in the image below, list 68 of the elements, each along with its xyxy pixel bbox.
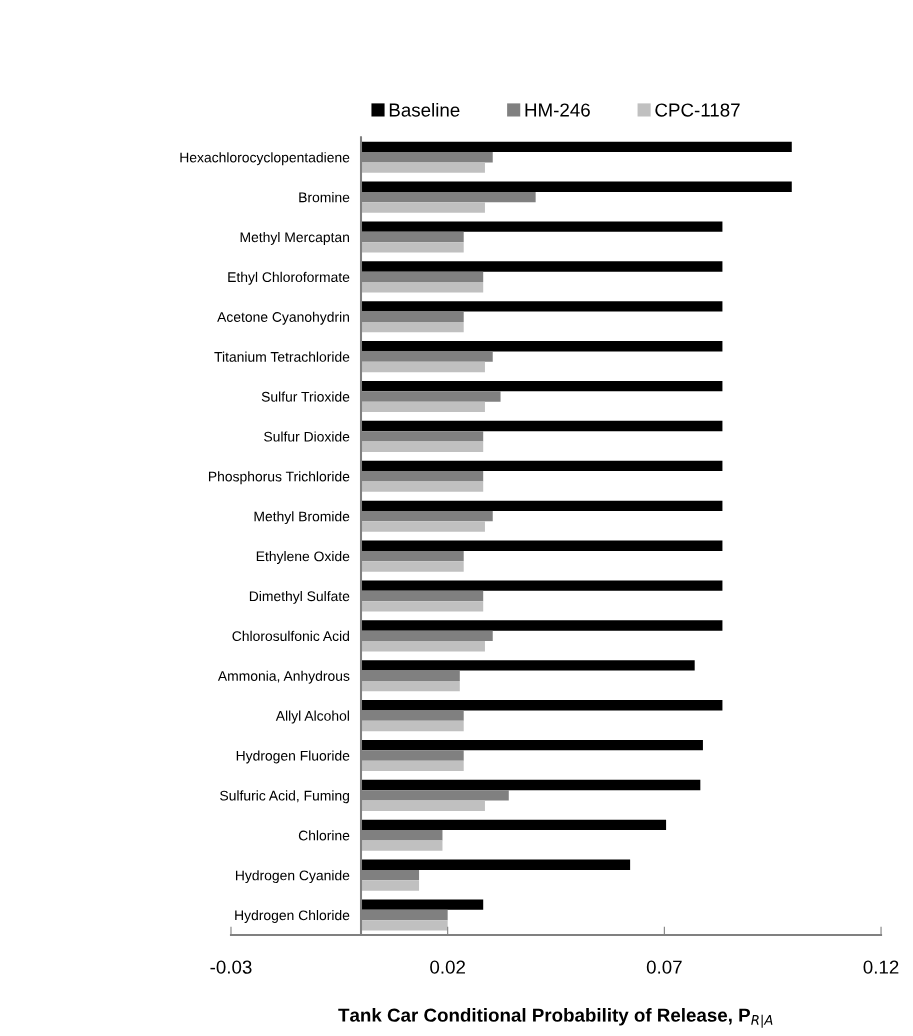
bar bbox=[361, 680, 460, 692]
y-tick-label: Hydrogen Cyanide bbox=[236, 870, 350, 884]
y-tick-label: Ethylene Oxide bbox=[256, 551, 350, 564]
bar bbox=[361, 641, 485, 652]
bar bbox=[361, 660, 695, 671]
x-tick-label: 0.07 bbox=[646, 960, 682, 974]
bar bbox=[361, 420, 723, 432]
y-tick-label: Ethyl Chloroformate bbox=[228, 271, 350, 285]
bar bbox=[361, 321, 464, 333]
y-tick-label: Hydrogen Fluoride bbox=[236, 750, 350, 764]
y-tick-label: Chlorosulfonic Acid bbox=[232, 630, 349, 642]
bar bbox=[361, 859, 631, 870]
bar bbox=[361, 521, 485, 532]
bar bbox=[361, 601, 484, 612]
y-tick-label: Sulfur Dioxide bbox=[264, 431, 350, 442]
bar bbox=[361, 720, 464, 732]
y-tick-label: Sulfur Trioxide bbox=[261, 391, 350, 402]
bar bbox=[361, 401, 485, 413]
bar bbox=[361, 282, 484, 293]
bar bbox=[361, 739, 703, 751]
bar bbox=[361, 540, 723, 551]
bar bbox=[361, 380, 723, 392]
bar bbox=[361, 620, 723, 631]
x-tick-label: -0.03 bbox=[210, 960, 252, 974]
bar bbox=[361, 221, 723, 232]
bar bbox=[361, 760, 464, 772]
bar bbox=[361, 460, 723, 472]
bar bbox=[361, 181, 792, 192]
bar bbox=[361, 561, 464, 572]
bar bbox=[361, 899, 484, 910]
x-axis-title: Tank Car Conditional Probability of Release, P$_{R|A}$ bbox=[338, 1008, 773, 1028]
y-tick-label: Allyl Alcohol bbox=[275, 710, 349, 724]
bar bbox=[361, 700, 723, 711]
x-tick-label: 0.12 bbox=[863, 960, 899, 974]
legend-label: CPC-1187 bbox=[655, 103, 740, 117]
bar bbox=[361, 202, 485, 213]
y-tick-label: Ammonia, Anhydrous bbox=[217, 670, 350, 684]
legend-label: HM-246 bbox=[525, 103, 590, 117]
bar bbox=[361, 261, 723, 272]
bar bbox=[361, 580, 723, 591]
legend-label: Baseline bbox=[389, 102, 460, 117]
bar bbox=[361, 880, 420, 891]
bar bbox=[361, 141, 792, 153]
bar bbox=[361, 441, 484, 452]
y-tick-label: Hydrogen Chloride bbox=[235, 910, 350, 923]
y-tick-label: Bromine bbox=[299, 192, 350, 203]
bar bbox=[361, 920, 448, 931]
bar bbox=[361, 840, 443, 851]
y-tick-label: Chlorine bbox=[298, 830, 350, 841]
bar bbox=[361, 162, 485, 173]
y-tick-label: Phosphorus Trichloride bbox=[208, 471, 350, 485]
bar bbox=[361, 800, 485, 811]
y-tick-label: Methyl Mercaptan bbox=[240, 231, 349, 245]
bar bbox=[361, 301, 723, 312]
x-tick-label: 0.02 bbox=[430, 960, 465, 974]
bar bbox=[361, 341, 723, 352]
y-tick-label: Dimethyl Sulfate bbox=[249, 590, 350, 604]
y-tick-label: Sulfuric Acid, Fuming bbox=[220, 790, 349, 804]
y-tick-label: Acetone Cyanohydrin bbox=[217, 311, 349, 325]
bar bbox=[361, 361, 485, 373]
bar bbox=[361, 500, 723, 511]
bar bbox=[361, 481, 484, 492]
y-tick-label: Titanium Tetrachloride bbox=[214, 351, 350, 362]
y-tick-label: Hexachlorocyclopentadiene bbox=[180, 152, 350, 166]
bar bbox=[361, 819, 667, 831]
bar bbox=[361, 242, 464, 253]
y-tick-label: Methyl Bromide bbox=[254, 511, 350, 525]
bar bbox=[361, 779, 701, 791]
